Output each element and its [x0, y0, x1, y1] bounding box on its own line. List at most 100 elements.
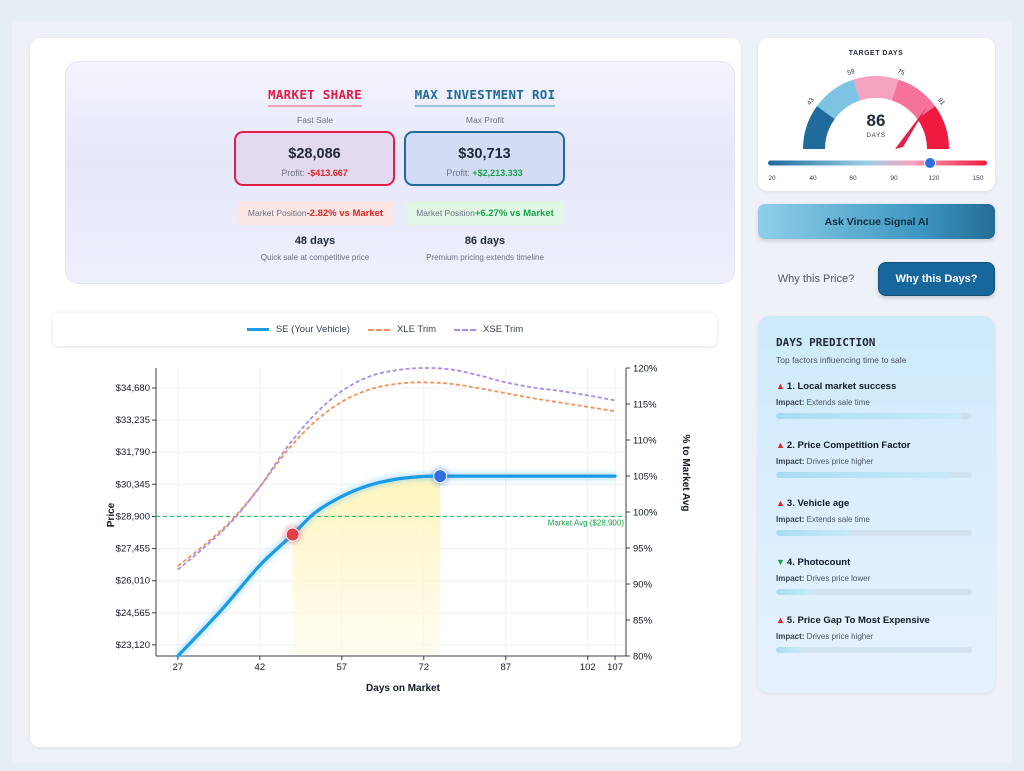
- triangle-up-icon: ▲: [776, 381, 785, 391]
- slider-tick-label: 150: [973, 175, 984, 182]
- slider-tick-label: 40: [809, 175, 817, 182]
- legend-item-xse[interactable]: XSE Trim: [454, 324, 523, 335]
- market-share-profit: -$413.667: [307, 168, 348, 178]
- max-roi-marker: [433, 469, 448, 484]
- impact-value: Extends sale time: [804, 515, 870, 524]
- max-roi-subtitle: Max Profit: [465, 115, 505, 125]
- days-prediction-subtitle: Top factors influencing time to sale: [776, 355, 907, 365]
- target-days-gauge: TARGET DAYS 43 59 75 91 86 DAYS 20 40 60 90 120 150: [768, 50, 987, 182]
- series-line-xse: [177, 367, 616, 571]
- y2-tick-label: 85%: [633, 616, 653, 627]
- market-share-price-card[interactable]: $28,086 Profit: -$413.667: [234, 131, 395, 186]
- impact-label: Impact:: [776, 573, 805, 583]
- impact-value: Drives price higher: [804, 456, 874, 466]
- impact-label: Impact:: [776, 515, 805, 524]
- y2-tick-label: 110%: [633, 436, 657, 447]
- profit-label: Profit:: [281, 168, 305, 178]
- prediction-factor[interactable]: ▲ 5. Price Gap To Most Expensive Impact: D…: [776, 615, 972, 653]
- market-share-days-note: Quick sale at competitive price: [260, 253, 370, 262]
- market-share-subtitle: Fast Sale: [297, 115, 333, 125]
- slider-tick-label: 120: [929, 175, 940, 182]
- legend-swatch-se: [246, 328, 269, 331]
- factor-label: 3. Vehicle age: [786, 498, 850, 509]
- factor-impact: Impact: Drives price higher: [776, 632, 972, 641]
- factor-impact: Impact: Drives price higher: [776, 457, 972, 466]
- slider-tick-label: 60: [849, 175, 857, 182]
- max-roi-price-card[interactable]: $30,713 Profit: +$2,213.333: [404, 131, 565, 186]
- gauge-unit: DAYS: [866, 132, 885, 139]
- factor-name: ▼ 4. Photocount: [776, 557, 972, 568]
- impact-label: Impact:: [776, 456, 805, 466]
- gauge-segment-2: [816, 79, 861, 120]
- x-axis-label: Days on Market: [366, 683, 441, 694]
- factor-impact: Impact: Extends sale time: [776, 398, 972, 407]
- prediction-factor[interactable]: ▲ 2. Price Competition Factor Impact: Driv…: [776, 440, 972, 478]
- factor-label: 4. Photocount: [786, 556, 851, 568]
- gauge-segment-4: [891, 79, 936, 120]
- x-tick-label: 57: [337, 662, 348, 673]
- days-prediction-card: DAYS PREDICTION Top factors influencing …: [758, 316, 995, 693]
- legend-swatch-xle: [367, 328, 390, 331]
- factor-strength-fill: [776, 588, 812, 595]
- y-axis-label: Price: [106, 502, 117, 527]
- factor-impact: Impact: Extends sale time: [776, 515, 972, 524]
- impact-label: Impact:: [776, 632, 805, 641]
- y-tick-label: $24,565: [116, 608, 150, 619]
- factor-strength-fill: [776, 647, 802, 653]
- market-share-days: 48 days Quick sale at competitive price: [225, 235, 405, 262]
- y2-tick-label: 90%: [633, 580, 653, 591]
- ask-ai-button[interactable]: Ask Vincue Signal AI: [758, 204, 995, 239]
- market-share-position-value: -2.82% vs Market: [306, 208, 384, 219]
- legend-label-xse: XSE Trim: [483, 324, 524, 335]
- y-tick-label: $26,010: [116, 576, 150, 587]
- factor-name: ▲ 1. Local market success: [776, 381, 972, 392]
- price-days-chart: $23,120 $24,565 $26,010 $27,455 $28,900 $30,3…: [106, 364, 691, 695]
- series-line-xle: [177, 381, 616, 567]
- max-roi-position-value: +6.27% vs Market: [474, 208, 554, 219]
- factor-strength-bar: [776, 530, 972, 536]
- legend-item-xle[interactable]: XLE Trim: [367, 324, 437, 335]
- legend-swatch-xse: [454, 328, 477, 331]
- y-tick-label: $27,455: [116, 544, 150, 555]
- y-tick-label: $30,345: [116, 479, 150, 490]
- gauge-scale-label: 43: [806, 96, 816, 106]
- chart-legend: SE (Your Vehicle) XLE Trim XSE Trim: [53, 313, 717, 346]
- x-tick-label: 87: [500, 662, 511, 673]
- factor-label: 1. Local market success: [786, 381, 897, 392]
- highlight-area: [292, 476, 441, 656]
- triangle-up-icon: ▲: [776, 498, 785, 508]
- gauge-segment-1: [803, 106, 836, 150]
- x-tick-label: 102: [580, 662, 596, 673]
- factor-strength-fill: [776, 413, 963, 419]
- triangle-up-icon: ▲: [776, 439, 785, 450]
- why-days-tab[interactable]: Why this Days?: [878, 262, 995, 296]
- triangle-up-icon: ▲: [776, 615, 785, 625]
- y-tick-label: $23,120: [116, 640, 150, 651]
- position-label: Market Position: [416, 208, 475, 218]
- gauge-needle: [895, 106, 927, 149]
- market-share-title: MARKET SHARE: [268, 87, 362, 107]
- legend-item-se[interactable]: SE (Your Vehicle): [246, 324, 350, 335]
- prediction-factor[interactable]: ▲ 1. Local market success Impact: Extends …: [776, 381, 972, 419]
- x-tick-label: 42: [255, 662, 266, 673]
- max-roi-title: MAX INVESTMENT ROI: [414, 87, 556, 107]
- x-tick-label: 107: [607, 662, 623, 673]
- legend-label-xle: XLE Trim: [396, 324, 437, 335]
- market-share-price: $28,086: [288, 146, 341, 162]
- market-share-header: MARKET SHARE Fast Sale: [225, 86, 405, 125]
- days-slider-thumb[interactable]: [924, 157, 937, 169]
- gauge-scale-label: 75: [896, 68, 905, 77]
- market-share-days-value: 48 days: [294, 235, 336, 247]
- factor-strength-bar: [776, 588, 972, 595]
- why-price-tab[interactable]: Why this Price?: [777, 273, 855, 285]
- prediction-factor[interactable]: ▲ 3. Vehicle age Impact: Extends sale time: [776, 498, 972, 536]
- y2-tick-label: 80%: [633, 652, 653, 663]
- days-slider-track: [768, 160, 987, 166]
- factor-name: ▲ 5. Price Gap To Most Expensive: [776, 615, 972, 626]
- target-days-gauge-card: TARGET DAYS 43 59 75 91 86 DAYS 20 40 60 90 120 150: [758, 38, 995, 191]
- impact-label: Impact:: [776, 398, 805, 407]
- max-roi-days-note: Premium pricing extends timeline: [426, 253, 544, 262]
- prediction-factor[interactable]: ▼ 4. Photocount Impact: Drives price lower: [776, 557, 972, 595]
- max-roi-price: $30,713: [458, 146, 511, 162]
- y2-tick-label: 95%: [633, 544, 653, 555]
